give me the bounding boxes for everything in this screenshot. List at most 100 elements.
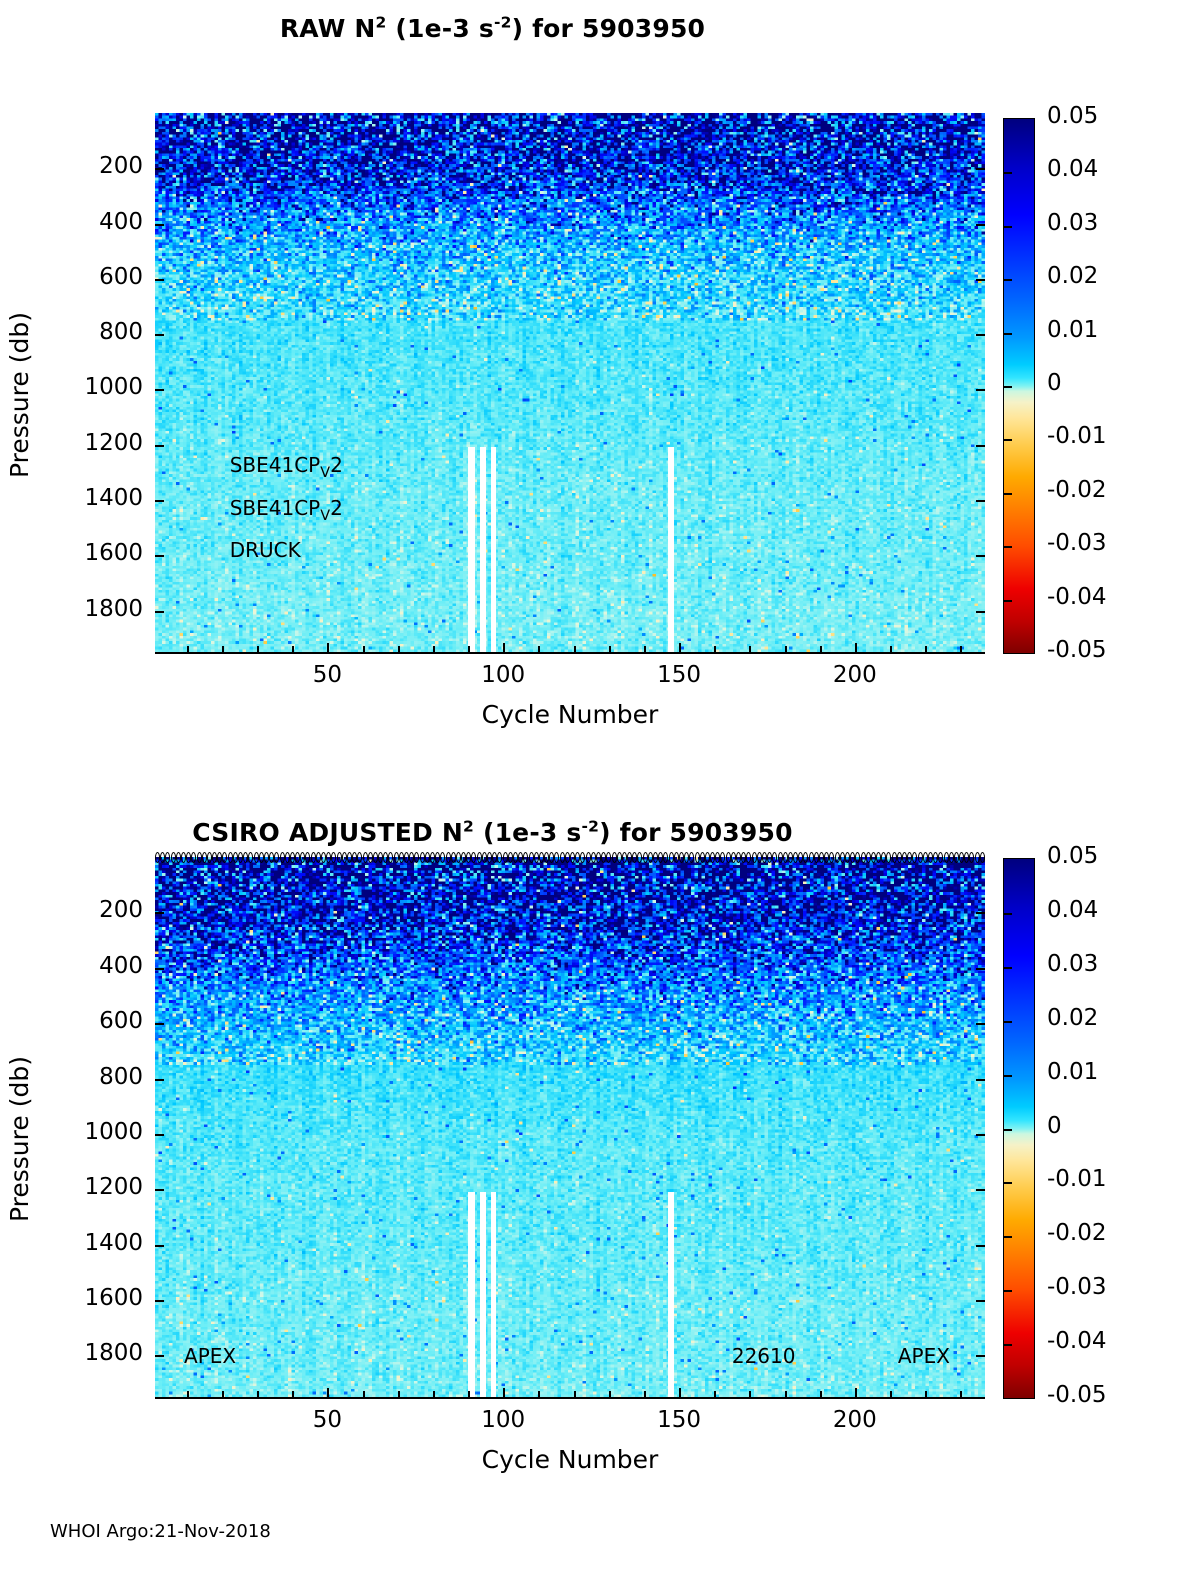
y-tick-label: 1000 (84, 1118, 143, 1145)
cycle-marker (948, 852, 954, 863)
y-tick (155, 278, 164, 281)
cycle-marker (502, 852, 508, 863)
x-tick-minor (186, 1391, 189, 1397)
y-tick (155, 1244, 164, 1247)
panel-raw-title: RAW N2 (1e-3 s-2) for 5903950 (279, 13, 706, 43)
x-tick (327, 643, 330, 652)
x-tick-minor (714, 646, 717, 652)
x-tick-minor (608, 646, 611, 652)
colorbar-tick-label: 0.03 (1047, 950, 1099, 977)
plot-annotation: 22610 (731, 1343, 796, 1368)
cycle-marker (850, 852, 856, 863)
cycle-marker (424, 852, 430, 863)
missing-data-column (480, 447, 486, 652)
plot-annotation: SBE41CPV2 (229, 496, 343, 525)
y-tick (976, 1189, 985, 1192)
cycle-marker (492, 852, 498, 863)
cycle-marker (616, 852, 622, 863)
cycle-marker (487, 852, 492, 863)
cycle-marker (798, 852, 804, 863)
cycle-marker (580, 852, 586, 863)
missing-data-column (668, 1191, 674, 1397)
y-tick-label: 400 (99, 952, 143, 979)
x-tick-minor (749, 646, 752, 652)
x-tick-minor (643, 646, 646, 652)
cycle-marker (481, 852, 487, 863)
cycle-marker (518, 852, 524, 863)
cycle-marker (595, 852, 601, 863)
colorbar-tick-label: 0 (1047, 1112, 1062, 1139)
y-tick (976, 1023, 985, 1026)
x-tick-minor (890, 1391, 893, 1397)
x-tick-minor (468, 646, 470, 652)
cycle-marker (746, 852, 752, 863)
cycle-marker (787, 852, 793, 863)
y-tick-label: 400 (99, 208, 143, 235)
cycle-marker (601, 852, 607, 863)
colorbar-tick-label: -0.04 (1047, 583, 1107, 610)
y-tick-label: 1400 (84, 484, 143, 511)
cycle-marker (969, 852, 975, 863)
panel-adjusted-xlabel: Cycle Number (481, 1445, 659, 1474)
y-tick-label: 800 (99, 319, 143, 346)
cycle-marker (528, 852, 534, 863)
x-tick-minor (819, 646, 822, 652)
cycle-marker (243, 852, 249, 863)
x-tick-minor (362, 1391, 365, 1397)
missing-data-column (468, 447, 476, 652)
cycle-marker (367, 852, 373, 863)
y-tick-label: 1200 (84, 1174, 143, 1201)
cycle-marker (206, 852, 212, 863)
y-tick-label: 1600 (84, 540, 143, 567)
x-tick-minor (221, 1391, 224, 1397)
cycle-marker (346, 852, 352, 863)
x-tick-minor (890, 646, 893, 652)
cycle-marker (860, 852, 866, 863)
cycle-marker (912, 852, 918, 863)
y-tick (976, 499, 985, 502)
cycle-marker (902, 852, 907, 863)
colorbar-tick-label: -0.01 (1047, 1166, 1107, 1193)
cycle-marker (191, 852, 197, 863)
colorbar-tick-label: 0.01 (1047, 316, 1099, 343)
cycle-marker (284, 852, 290, 863)
panel-raw-colorbar (1003, 118, 1035, 654)
x-tick-minor (538, 1391, 541, 1397)
cycle-marker (326, 852, 332, 863)
colorbar-tick (1004, 966, 1012, 969)
x-tick-label: 200 (832, 1407, 877, 1433)
y-tick (976, 610, 985, 613)
heatmap-canvas (155, 857, 985, 1397)
x-tick-minor (714, 1391, 717, 1397)
x-tick-minor (397, 646, 400, 652)
colorbar-tick-label: 0.04 (1047, 896, 1099, 923)
y-tick (976, 1078, 985, 1081)
cycle-marker (761, 852, 767, 863)
cycle-marker (352, 852, 358, 863)
cycle-marker (196, 852, 202, 863)
colorbar-tick (1004, 912, 1012, 915)
cycle-marker (404, 852, 409, 863)
cycle-marker (544, 852, 550, 863)
y-tick (976, 334, 985, 337)
y-tick (155, 1078, 164, 1081)
colorbar-tick-label: 0 (1047, 370, 1062, 396)
y-tick (976, 223, 985, 226)
x-tick-label: 200 (832, 662, 877, 688)
cycle-marker (964, 852, 970, 863)
colorbar-tick (1004, 332, 1012, 335)
cycle-marker (321, 852, 326, 863)
x-tick-minor (608, 1391, 611, 1397)
x-tick-minor (256, 646, 259, 652)
y-tick (155, 334, 164, 337)
colorbar-tick (1004, 172, 1012, 175)
cycle-marker (974, 852, 980, 863)
y-tick-label: 1800 (84, 595, 143, 622)
cycle-marker (409, 852, 415, 863)
x-tick-minor (292, 1391, 295, 1397)
colorbar-tick-label: -0.05 (1047, 1382, 1107, 1408)
cycle-marker (170, 852, 176, 863)
cycle-marker (253, 852, 259, 863)
colorbar-tick-label: -0.05 (1047, 637, 1107, 663)
x-tick (327, 1388, 330, 1397)
